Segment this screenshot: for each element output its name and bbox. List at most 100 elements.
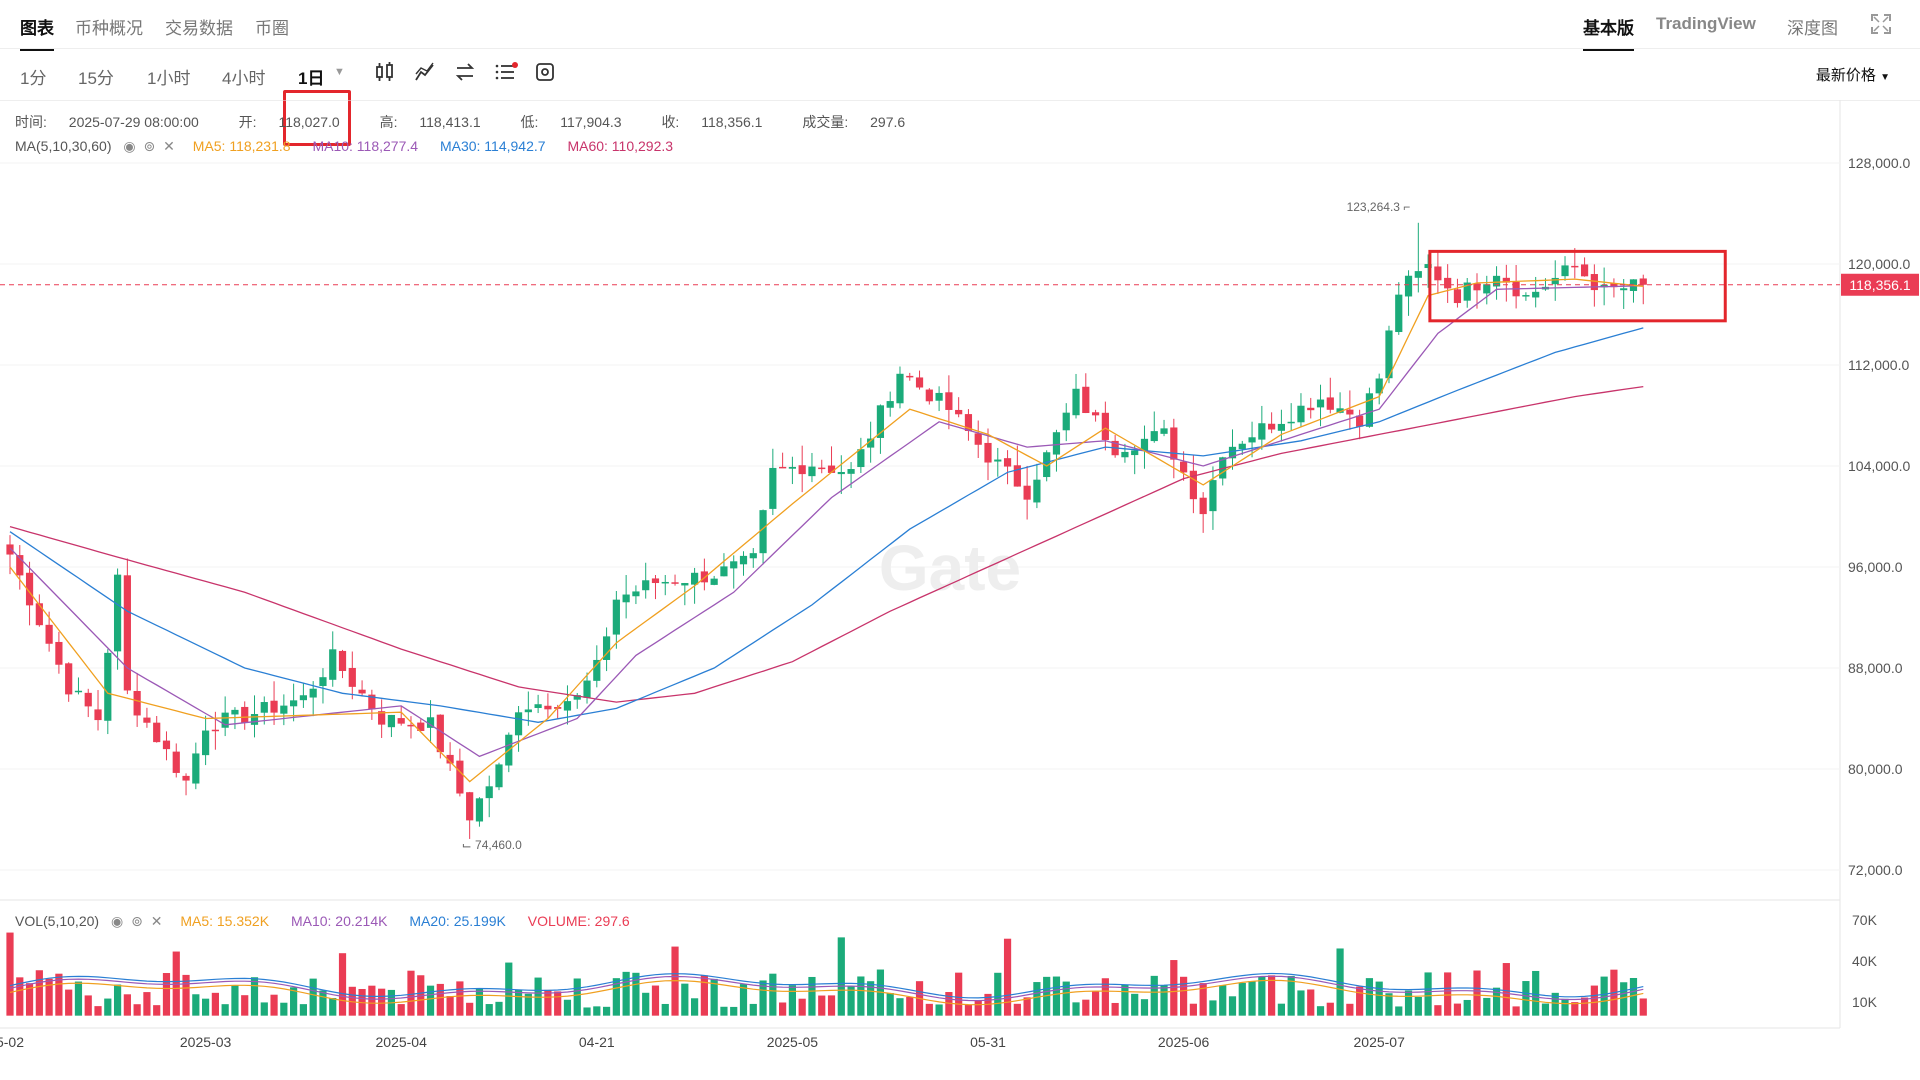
candle-body: [1336, 408, 1344, 413]
settings-icon[interactable]: ⊚: [131, 913, 143, 929]
candle-body: [788, 466, 796, 469]
volume-bar: [1023, 997, 1031, 1016]
candle-body: [1424, 264, 1432, 269]
interval-1m[interactable]: 1分: [20, 69, 47, 88]
volume-bar: [632, 972, 640, 1016]
price-tick-label: 104,000.0: [1848, 458, 1910, 474]
candle-body: [1404, 275, 1413, 297]
volume-bar: [749, 1003, 757, 1016]
candle-body: [1453, 289, 1462, 304]
close-icon[interactable]: ✕: [150, 913, 163, 929]
volume-bar: [1453, 1003, 1462, 1016]
eye-icon[interactable]: ◉: [123, 138, 136, 154]
tab-trading-data[interactable]: 交易数据: [165, 19, 233, 38]
ohlc-time-value: 2025-07-29 08:00:00: [68, 114, 199, 130]
candle-body: [1258, 423, 1266, 440]
volume-bar: [65, 989, 73, 1016]
volume-bar: [1590, 985, 1598, 1016]
volume-bar: [1062, 981, 1070, 1016]
interval-1h[interactable]: 1小时: [147, 69, 191, 88]
tab-depth[interactable]: 深度图: [1787, 19, 1838, 38]
candle-body: [1052, 432, 1061, 455]
ma30-value: MA30: 114,942.7: [439, 138, 546, 154]
list-settings-icon[interactable]: [493, 60, 517, 84]
candle-body: [1590, 274, 1598, 291]
candle-body: [436, 714, 444, 753]
candle-body: [827, 465, 836, 473]
candle-body: [358, 689, 366, 694]
price-tick-label: 80,000.0: [1848, 761, 1903, 777]
candle-body: [485, 786, 493, 799]
price-chart[interactable]: 128,000.0 120,000.0 112,000.0 104,000.0 96,0…: [0, 100, 1920, 1080]
candle-body: [906, 375, 914, 378]
ma60-value: MA60: 110,292.3: [567, 138, 674, 154]
volume-bar: [769, 973, 777, 1016]
volume-bar: [691, 998, 699, 1016]
candle-body: [1326, 397, 1334, 410]
tab-tradingview[interactable]: TradingView: [1656, 14, 1756, 33]
volume-bar: [231, 984, 239, 1016]
tab-basic[interactable]: 基本版: [1583, 14, 1634, 51]
candle-body: [1346, 409, 1354, 415]
volume-bar: [123, 994, 131, 1016]
volume-bar: [1091, 991, 1100, 1016]
price-tick-label: 96,000.0: [1848, 559, 1903, 575]
volume-bar: [475, 988, 484, 1016]
volume-bar: [407, 970, 415, 1016]
tab-chart[interactable]: 图表: [20, 14, 54, 51]
candle-body: [123, 575, 131, 691]
candle-body: [387, 714, 396, 728]
volume-bar: [847, 986, 855, 1016]
candle-body: [1091, 412, 1100, 416]
candle-body: [642, 580, 650, 591]
volume-bar: [681, 983, 689, 1016]
candle-body: [769, 467, 777, 509]
vol-ma5-value: MA5: 15.352K: [180, 913, 270, 929]
chart-settings-icon[interactable]: [533, 60, 557, 84]
chevron-down-icon: ▼: [1880, 72, 1890, 83]
candle-body: [1571, 265, 1579, 268]
settings-icon[interactable]: ⊚: [143, 138, 156, 154]
candle-body: [348, 667, 356, 687]
tab-coin-circle[interactable]: 币圈: [255, 19, 289, 38]
ohlc-close-label: 收:: [661, 114, 680, 130]
price-mode-dropdown[interactable]: 最新价格 ▼: [1816, 64, 1890, 85]
volume-bar: [857, 976, 865, 1016]
candle-body: [632, 591, 640, 597]
volume-bar: [1561, 998, 1569, 1016]
volume-bar: [1131, 993, 1139, 1016]
candle-body: [1062, 412, 1070, 431]
candle-body: [113, 574, 122, 652]
volume-bar: [182, 974, 190, 1016]
candle-body: [1483, 284, 1491, 294]
interval-1d[interactable]: 1日: [298, 69, 325, 88]
volume-bar: [45, 978, 53, 1016]
eye-icon[interactable]: ◉: [110, 913, 124, 929]
tab-coin-overview[interactable]: 币种概况: [75, 19, 143, 38]
close-icon[interactable]: ✕: [163, 138, 175, 154]
candle-body: [290, 700, 298, 707]
candle-body: [1199, 497, 1207, 515]
volume-bar: [1551, 992, 1559, 1016]
candle-body: [974, 433, 982, 445]
fullscreen-icon[interactable]: [1870, 13, 1892, 35]
volume-bar: [1492, 987, 1501, 1016]
interval-15m[interactable]: 15分: [78, 69, 114, 88]
volume-bar: [1219, 985, 1227, 1016]
indicator-icon[interactable]: [413, 60, 437, 84]
volume-bar: [378, 988, 386, 1016]
candlestick-icon[interactable]: [373, 60, 397, 84]
candle-body: [1356, 415, 1364, 427]
top-tab-bar: 图表 币种概况 交易数据 币圈 基本版 TradingView 深度图: [0, 0, 1920, 51]
candle-body: [1580, 264, 1589, 277]
candle-body: [886, 401, 894, 408]
ohlc-high: 高: 118,413.1: [380, 114, 499, 130]
candle-body: [1101, 412, 1109, 440]
interval-4h[interactable]: 4小时: [222, 69, 266, 88]
consolidation-highlight-box: [1428, 249, 1727, 323]
candle-body: [691, 572, 699, 585]
candle-body: [1248, 437, 1256, 443]
swap-icon[interactable]: [453, 60, 477, 84]
candle-body: [544, 705, 552, 710]
volume-bar: [837, 937, 845, 1016]
